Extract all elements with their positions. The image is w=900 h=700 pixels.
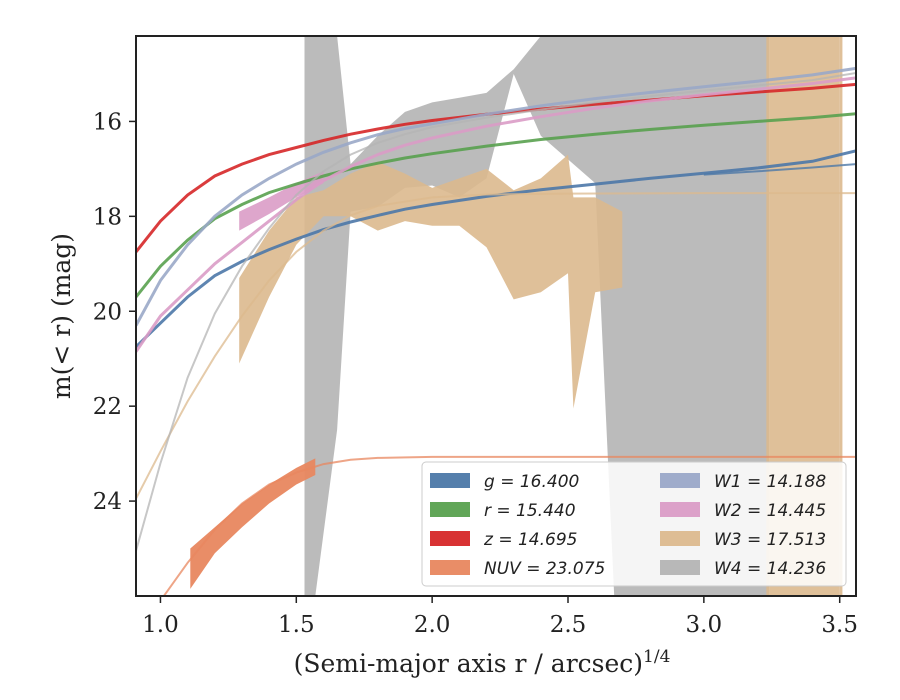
model-lines — [136, 66, 856, 596]
x-tick-label: 3.5 — [821, 612, 858, 638]
y-tick-label: 16 — [93, 109, 122, 135]
x-tick-label: 1.0 — [142, 612, 179, 638]
plot-frame — [135, 35, 857, 597]
legend-box — [421, 461, 847, 587]
legend-label-w4: W4 = 14.236 — [714, 559, 826, 579]
axis-ticks: 1.0 1.5 2.0 2.5 3.0 3.5 16 18 20 22 24 — [93, 109, 858, 638]
legend-swatch-w2 — [660, 502, 700, 517]
y-axis-label: m(< r) (mag) — [47, 233, 76, 399]
line-w4 — [136, 72, 856, 552]
y-tick-label: 18 — [93, 204, 122, 230]
band-w2 — [239, 171, 324, 231]
x-tick-label: 2.5 — [550, 612, 587, 638]
legend-label-w2: W2 = 14.445 — [714, 501, 826, 521]
legend-swatch-w4 — [660, 560, 700, 575]
legend-label-g: g = 16.400 — [484, 472, 579, 492]
line-w3 — [136, 192, 856, 500]
band-spike-w3 — [766, 36, 770, 596]
x-axis-label: (Semi-major axis r / arcsec)1/4 — [294, 647, 671, 678]
band-spike-w3 — [839, 36, 843, 596]
legend-swatch-w1 — [660, 473, 700, 488]
legend-label-r: r = 15.440 — [484, 501, 576, 521]
x-tick-label: 1.5 — [278, 612, 315, 638]
legend-label-z: z = 14.695 — [483, 530, 577, 550]
x-tick-label: 2.0 — [414, 612, 451, 638]
line-w2 — [136, 76, 856, 353]
x-tick-label: 3.0 — [686, 612, 723, 638]
legend-label-nuv: NUV = 23.075 — [484, 559, 605, 579]
legend-swatch-z — [430, 531, 470, 546]
y-tick-label: 20 — [93, 299, 122, 325]
line-w1 — [136, 66, 856, 327]
legend-swatch-r — [430, 502, 470, 517]
legend-label-w1: W1 = 14.188 — [714, 472, 826, 492]
line-outer-g — [703, 163, 856, 176]
legend-swatch-w3 — [660, 531, 700, 546]
y-tick-label: 22 — [93, 394, 122, 420]
legend-label-w3: W3 = 17.513 — [714, 530, 826, 550]
band-nuv — [190, 458, 316, 589]
y-tick-label: 24 — [93, 489, 122, 515]
line-r — [136, 112, 856, 298]
legend: g = 16.400 r = 15.440 z = 14.695 NUV = 23.0… — [421, 461, 847, 587]
line-nuv — [162, 455, 856, 596]
legend-swatch-g — [430, 473, 470, 488]
band-w3 — [239, 154, 623, 409]
legend-swatch-nuv — [430, 560, 470, 575]
line-g — [136, 149, 856, 348]
